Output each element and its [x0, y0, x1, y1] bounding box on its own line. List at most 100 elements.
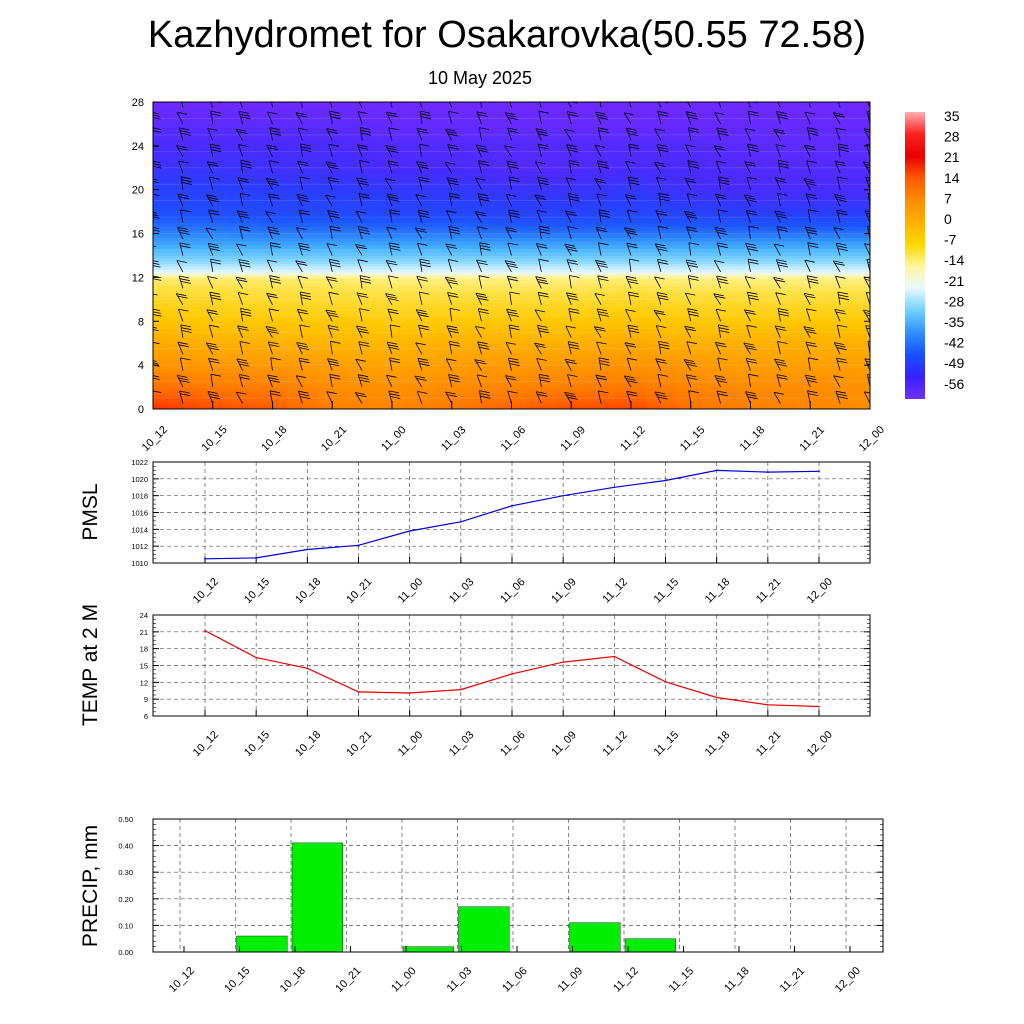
heatmap-cell: [705, 313, 722, 319]
heatmap-cell: [481, 127, 498, 132]
heatmap-cell: [242, 332, 259, 337]
heatmap-cell: [451, 131, 468, 136]
heatmap-cell: [705, 145, 722, 151]
heatmap-cell: [586, 237, 602, 242]
heatmap-cell: [347, 102, 363, 107]
heatmap-cell: [466, 145, 483, 151]
heatmap-cell: [765, 120, 781, 125]
heatmap-cell: [586, 233, 602, 238]
heatmap-cell: [660, 332, 677, 337]
wind-barb-flag: [239, 341, 250, 344]
wind-barb-flag: [359, 344, 370, 347]
heatmap-cell: [735, 296, 752, 300]
heatmap-cell: [377, 335, 393, 341]
heatmap-cell: [392, 286, 408, 291]
heatmap-cell: [496, 277, 513, 279]
heatmap-cell: [705, 207, 722, 213]
heatmap-cell: [406, 248, 423, 253]
heatmap-cell: [197, 339, 214, 344]
heatmap-cell: [481, 398, 498, 403]
wind-barb: [296, 194, 310, 207]
heatmap-cell: [511, 317, 528, 322]
heatmap-cell: [541, 204, 557, 209]
heatmap-cell: [317, 123, 333, 129]
heatmap-cell: [272, 248, 289, 253]
heatmap-cell: [556, 182, 572, 187]
heatmap-cell: [421, 282, 438, 287]
heatmap-cell: [287, 275, 303, 278]
heatmap-cell: [840, 365, 856, 370]
heatmap-cell: [750, 211, 767, 216]
heatmap-cell: [735, 109, 752, 114]
heatmap-cell: [601, 299, 617, 304]
heatmap-cell: [750, 286, 767, 291]
heatmap-cell: [571, 218, 587, 224]
heatmap-cell: [795, 299, 811, 304]
heatmap-cell: [182, 296, 199, 300]
heatmap-cell: [660, 282, 677, 287]
heatmap-cell: [750, 142, 767, 147]
heatmap-cell: [795, 321, 811, 326]
heatmap-cell: [765, 274, 781, 277]
heatmap-cell: [586, 343, 602, 348]
heatmap-cell: [272, 354, 289, 359]
heatmap-cell: [511, 160, 528, 165]
heatmap-cell: [541, 145, 557, 151]
heatmap-cell: [496, 350, 513, 355]
heatmap-cell: [212, 390, 229, 395]
heatmap-cell: [541, 178, 557, 183]
heatmap-cell: [660, 313, 677, 319]
wind-barb: [153, 112, 161, 124]
heatmap-cell: [436, 354, 453, 359]
heatmap-cell: [362, 274, 378, 277]
heatmap-cell: [436, 339, 453, 344]
heatmap-cell: [212, 266, 229, 270]
heatmap-cell: [705, 178, 722, 183]
heatmap-cell: [451, 383, 468, 388]
heatmap-cell: [571, 237, 587, 242]
heatmap-cell: [212, 142, 229, 147]
heatmap-cell: [377, 289, 393, 294]
heatmap-cell: [541, 215, 557, 220]
heatmap-cell: [227, 343, 244, 348]
heatmap-cell: [287, 278, 303, 281]
heatmap-cell: [496, 343, 513, 348]
heatmap-cell: [645, 339, 662, 344]
heatmap-cell: [436, 379, 453, 385]
heatmap-cell: [362, 189, 378, 194]
wind-barb-flag: [240, 228, 251, 232]
heatmap-cell: [631, 171, 647, 176]
heatmap-cell: [795, 357, 811, 363]
heatmap-cell: [302, 260, 318, 265]
heatmap-cell: [645, 207, 662, 213]
heatmap-cell: [167, 167, 184, 173]
heatmap-cell: [675, 229, 692, 235]
heatmap-cell: [840, 182, 856, 187]
heatmap-cell: [496, 131, 513, 136]
heatmap-cell: [167, 178, 184, 183]
heatmap-cell: [212, 229, 229, 235]
heatmap-cell: [272, 134, 289, 140]
wind-barb-staff: [235, 391, 243, 404]
heatmap-cell: [735, 127, 752, 132]
heatmap-cell: [645, 186, 662, 191]
heatmap-cell: [586, 361, 602, 366]
heatmap-cell: [720, 211, 737, 216]
wind-barb-flag: [238, 361, 249, 364]
heatmap-cell: [317, 189, 333, 194]
heatmap-cell: [780, 211, 796, 216]
heatmap-cell: [795, 365, 811, 370]
heatmap-cell: [511, 255, 528, 259]
heatmap-cell: [690, 282, 707, 287]
heatmap-cell: [257, 102, 274, 107]
heatmap-cell: [780, 387, 796, 392]
wind-barb: [295, 375, 307, 388]
heatmap-cell: [302, 102, 318, 107]
heatmap-cell: [167, 357, 184, 363]
wind-barb: [265, 326, 279, 338]
heatmap-cell: [212, 401, 229, 406]
heatmap-cell: [466, 222, 483, 227]
heatmap-cell: [182, 328, 199, 333]
heatmap-cell: [347, 127, 363, 132]
heatmap-cell: [182, 127, 199, 132]
